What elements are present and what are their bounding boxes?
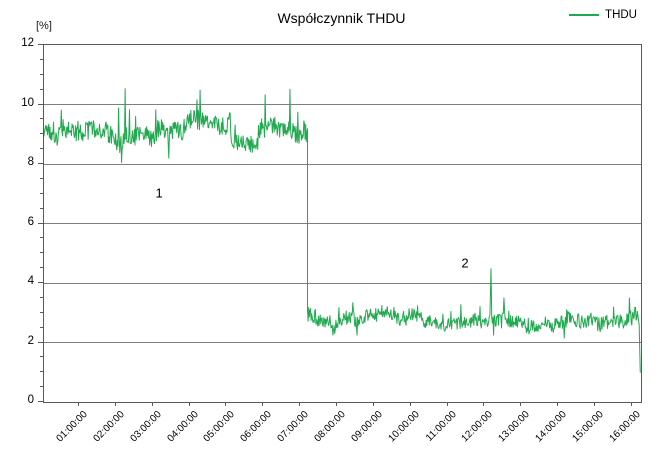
y-axis-minor-tick (40, 311, 43, 313)
y-axis-tick-label: 8 (27, 156, 34, 168)
y-axis-minor-tick (40, 386, 43, 388)
y-axis-minor-tick (40, 148, 43, 150)
annotation-2: 2 (461, 255, 469, 271)
x-axis-tick (593, 402, 595, 406)
y-axis-minor-tick (40, 326, 43, 328)
y-axis-minor-tick (40, 296, 43, 298)
x-axis-tick (520, 402, 522, 406)
y-axis-minor-tick (40, 73, 43, 75)
y-axis-minor-tick (40, 207, 43, 209)
thdu-series-line (44, 88, 641, 373)
y-axis-minor-tick (40, 177, 43, 179)
y-axis-tick (38, 44, 43, 45)
x-axis-tick (225, 402, 227, 406)
y-axis-minor-tick (40, 252, 43, 254)
x-axis-tick (483, 402, 485, 406)
x-axis-tick (78, 402, 79, 406)
y-axis-tick-label: 0 (27, 394, 34, 406)
x-axis-tick (114, 402, 116, 406)
y-axis-minor-tick (40, 88, 43, 90)
y-axis-minor-tick (40, 133, 43, 135)
plot-area (43, 44, 642, 403)
gridline (44, 163, 641, 165)
y-axis-tick-label: 10 (21, 96, 34, 109)
y-axis-minor-tick (40, 58, 43, 60)
y-axis-tick (38, 341, 43, 343)
x-axis-tick (446, 402, 448, 406)
legend-series-label: THDU (605, 9, 637, 21)
y-axis-tick (38, 222, 43, 224)
x-axis-tick (262, 402, 264, 406)
x-axis-tick (299, 402, 301, 406)
y-axis-minor-tick (40, 371, 43, 373)
y-axis-minor-tick (40, 237, 43, 239)
y-axis-tick-label: 2 (27, 334, 34, 347)
y-axis-tick-label: 6 (27, 215, 34, 228)
x-axis-tick (335, 402, 337, 406)
y-axis-tick-label: 12 (21, 37, 34, 49)
y-axis-tick (38, 282, 43, 283)
y-axis-minor-tick (40, 267, 43, 269)
y-axis-minor-tick (40, 192, 43, 194)
y-axis-tick (38, 103, 43, 105)
gridline (44, 342, 641, 343)
y-axis-tick (38, 401, 43, 402)
x-axis-tick (372, 402, 374, 406)
y-axis-minor-tick (40, 356, 43, 358)
x-axis-tick (151, 402, 153, 406)
legend: THDU (569, 9, 637, 21)
x-axis-tick (409, 402, 411, 406)
chart-title: Współczynnik THDU (277, 10, 406, 26)
legend-line-swatch (569, 14, 600, 16)
x-axis-tick (188, 402, 190, 406)
y-axis-tick-label: 4 (27, 275, 34, 287)
y-axis-minor-tick (40, 118, 43, 120)
gridline (44, 223, 641, 224)
y-axis-tick (38, 163, 43, 164)
y-axis-unit-label: [%] (36, 20, 52, 32)
gridline (44, 282, 641, 284)
gridline (44, 104, 641, 105)
annotation-1: 1 (155, 185, 163, 201)
x-axis-tick (630, 402, 632, 406)
x-axis-tick (557, 402, 559, 406)
